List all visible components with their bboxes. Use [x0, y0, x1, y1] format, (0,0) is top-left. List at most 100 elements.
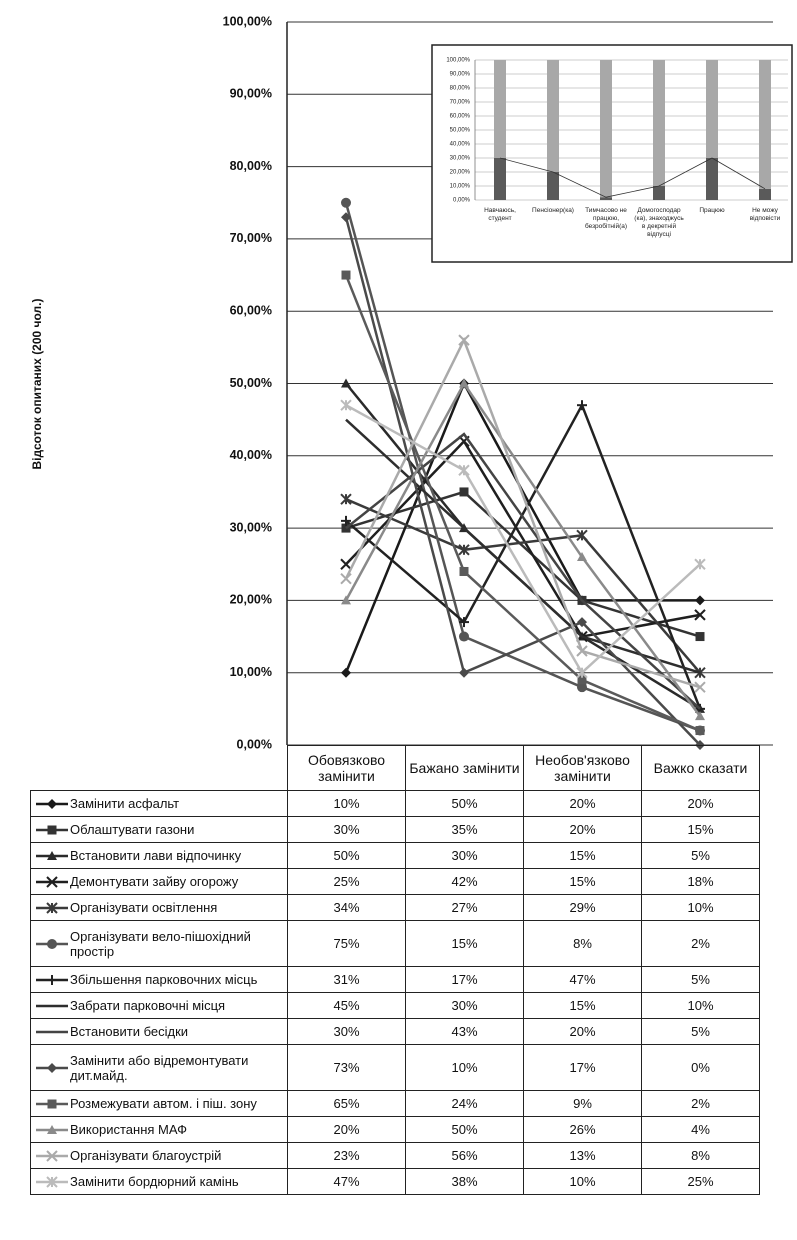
value-cell: 17% — [405, 966, 524, 993]
marker-shape — [459, 667, 469, 678]
value-cell: 17% — [523, 1044, 642, 1091]
legend-label: Встановити лави відпочинку — [70, 848, 242, 863]
legend-key — [36, 825, 68, 834]
x-tick-label: Не можу відповісти — [749, 207, 781, 222]
marker — [47, 1099, 57, 1108]
value-cell: 50% — [405, 790, 524, 817]
legend-label: Збільшення парковочних місць — [70, 972, 258, 987]
y-tick-label: 20,00% — [450, 170, 471, 176]
table-row: Організувати благоустрій 23% 56% 13% 8% — [30, 1142, 760, 1169]
series-line — [345, 439, 701, 638]
value-cell: 9% — [523, 1090, 642, 1117]
legend-cell: Використання МАФ — [30, 1116, 288, 1143]
legend-cell: Встановити лави відпочинку — [30, 842, 288, 869]
y-tick-label: 90,00% — [230, 87, 272, 101]
marker-shape — [341, 212, 351, 223]
marker — [47, 1124, 57, 1134]
series-line — [345, 432, 701, 710]
bar-segment — [494, 60, 506, 158]
value-cell: 13% — [523, 1142, 642, 1169]
value-cell: 15% — [523, 842, 642, 869]
value-cell: 30% — [287, 816, 406, 843]
marker-shape — [46, 875, 58, 888]
marker — [46, 901, 58, 914]
header-row: Обовязково замінити Бажано замінити Необов… — [30, 745, 760, 791]
value-cell: 10% — [641, 894, 760, 921]
value-cell: 26% — [523, 1116, 642, 1143]
value-cell: 15% — [641, 816, 760, 843]
legend-cell: Організувати благоустрій — [30, 1142, 288, 1169]
marker — [47, 974, 57, 985]
x-tick-label: Важко сказати — [641, 745, 760, 791]
legend-cell: Встановити бесідки — [30, 1018, 288, 1045]
y-tick-label: 40,00% — [450, 142, 471, 148]
marker — [341, 595, 351, 605]
legend-label: Забрати парковочні місця — [70, 998, 226, 1013]
marker-shape — [577, 617, 587, 628]
bar-segment — [759, 188, 771, 200]
legend-entry: Збільшення парковочних місць — [34, 972, 284, 987]
value-cell: 2% — [641, 1090, 760, 1117]
value-cell: 47% — [523, 966, 642, 993]
marker — [695, 632, 705, 642]
legend-label: Використання МАФ — [70, 1122, 187, 1137]
legend-label: Замінити асфальт — [70, 796, 180, 811]
marker — [340, 493, 352, 505]
marker-shape — [695, 595, 705, 606]
marker — [340, 573, 352, 585]
marker-shape — [47, 825, 57, 834]
legend-label: Організувати благоустрій — [70, 1148, 222, 1163]
value-cell: 25% — [287, 868, 406, 895]
legend-cell: Збільшення парковочних місць — [30, 966, 288, 993]
y-axis-title: Відсоток опитаних (200 чол.) — [30, 299, 44, 470]
marker-shape — [695, 632, 705, 642]
marker-shape — [459, 378, 469, 388]
data-table: Обовязково замінити Бажано замінити Необов… — [30, 745, 760, 1195]
series-line — [345, 404, 701, 675]
legend-cell: Замінити або відремонтувати дит.майд. — [30, 1044, 288, 1091]
marker — [577, 617, 587, 628]
value-cell: 2% — [641, 920, 760, 967]
value-cell: 8% — [523, 920, 642, 967]
legend-entry: Встановити бесідки — [34, 1024, 284, 1039]
value-cell: 15% — [523, 868, 642, 895]
y-tick-label: 60,00% — [450, 114, 471, 120]
marker — [459, 667, 469, 678]
legend-key — [36, 798, 68, 809]
legend-cell: Облаштувати газони — [30, 816, 288, 843]
marker-shape — [47, 850, 57, 860]
value-cell: 18% — [641, 868, 760, 895]
y-tick-label: 100,00% — [446, 58, 470, 64]
marker — [341, 667, 351, 678]
legend-entry: Облаштувати газони — [34, 822, 284, 837]
marker-shape — [694, 681, 706, 693]
legend-entry: Демонтувати зайву огорожу — [34, 874, 284, 889]
marker — [458, 334, 470, 346]
marker — [577, 682, 587, 693]
legend-cell: Демонтувати зайву огорожу — [30, 868, 288, 895]
value-cell: 10% — [287, 790, 406, 817]
legend-cell: Забрати парковочні місця — [30, 992, 288, 1019]
y-tick-label: 80,00% — [450, 86, 471, 92]
legend-entry: Забрати парковочні місця — [34, 998, 284, 1013]
marker-shape — [341, 378, 351, 388]
legend-cell: Організувати освітлення — [30, 894, 288, 921]
table-row: Замінити бордюрний камінь 47% 38% 10% 25% — [30, 1168, 760, 1195]
marker — [341, 270, 351, 280]
value-cell: 5% — [641, 1018, 760, 1045]
legend-label: Демонтувати зайву огорожу — [70, 874, 239, 889]
marker-shape — [341, 595, 351, 605]
value-cell: 30% — [287, 1018, 406, 1045]
y-tick-label: 50,00% — [450, 128, 471, 134]
series-line — [344, 336, 701, 689]
table-row: Розмежувати автом. і піш. зону 65% 24% 9% 2% — [30, 1090, 760, 1117]
bar-segment — [494, 158, 506, 200]
y-tick-label: 10,00% — [230, 665, 272, 679]
x-tick-label: Навчаюсь, студент — [484, 207, 516, 222]
table-row: Використання МАФ 20% 50% 26% 4% — [30, 1116, 760, 1143]
table-row: Замінити або відремонтувати дит.майд. 73%… — [30, 1044, 760, 1091]
legend-label: Облаштувати газони — [70, 822, 195, 837]
value-cell: 25% — [641, 1168, 760, 1195]
y-tick-label: 80,00% — [230, 159, 272, 173]
